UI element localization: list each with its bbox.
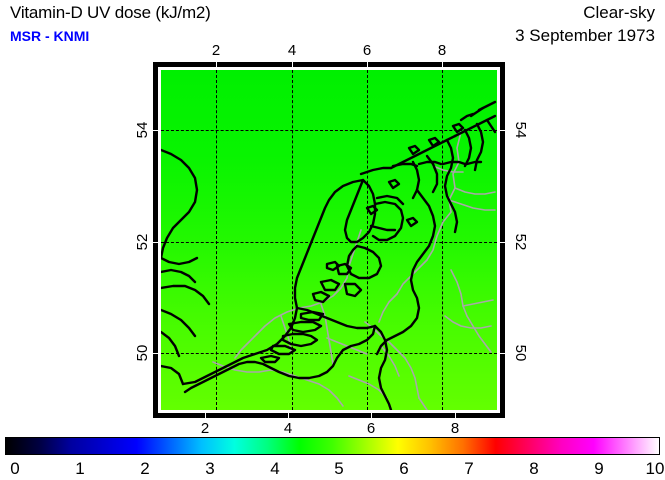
colorbar-tick-0: 0	[10, 459, 20, 478]
gridline-lon-8	[442, 70, 443, 410]
y-tick-label-left-52: 52	[133, 233, 151, 251]
tick-left-50	[153, 353, 161, 354]
colorbar-tick-7: 7	[464, 459, 474, 478]
gridline-lon-2	[216, 70, 217, 410]
page-title: Vitamin-D UV dose (kJ/m2)	[10, 3, 211, 22]
tick-right-54	[497, 130, 505, 131]
y-tick-label-right-54: 54	[511, 121, 529, 139]
tick-right-50	[497, 353, 505, 354]
gridline-lat-54	[161, 130, 497, 131]
x-tick-label-top-6: 6	[362, 42, 372, 59]
tick-bottom-6	[371, 410, 372, 418]
x-tick-label-top-2: 2	[211, 42, 221, 59]
tick-left-54	[153, 130, 161, 131]
colorbar-tick-6: 6	[399, 459, 409, 478]
gridline-lat-50	[161, 353, 497, 354]
gridline-lat-52	[161, 242, 497, 243]
x-tick-label-top-8: 8	[437, 42, 447, 59]
data-source-label: MSR - KNMI	[10, 28, 90, 44]
tick-right-52	[497, 242, 505, 243]
administrative-borders	[212, 131, 496, 410]
colorbar-tick-9: 9	[594, 459, 604, 478]
colorbar-tick-2: 2	[140, 459, 150, 478]
map-panel	[153, 62, 505, 418]
colorbar-tick-1: 1	[75, 459, 85, 478]
y-tick-label-left-50: 50	[133, 344, 151, 362]
map-plot-area	[161, 70, 497, 410]
date-label: 3 September 1973	[515, 26, 655, 45]
gridline-lon-4	[292, 70, 293, 410]
tick-top-6	[367, 62, 368, 70]
colorbar-tick-4: 4	[270, 459, 280, 478]
colorbar-tick-10: 10	[645, 459, 665, 478]
tick-bottom-2	[205, 410, 206, 418]
y-tick-label-right-52: 52	[511, 233, 529, 251]
x-tick-label-bottom-2: 2	[200, 420, 210, 437]
colorbar-gradient	[5, 437, 660, 455]
colorbar: 0 1 2 3 4 5 6 7 8 9 10	[5, 437, 664, 480]
tick-bottom-4	[288, 410, 289, 418]
x-tick-label-bottom-8: 8	[450, 420, 460, 437]
x-tick-label-bottom-4: 4	[283, 420, 293, 437]
colorbar-tick-8: 8	[529, 459, 539, 478]
condition-label: Clear-sky	[583, 3, 655, 22]
coastlines	[161, 100, 497, 410]
x-tick-label-bottom-6: 6	[366, 420, 376, 437]
gridline-lon-6	[367, 70, 368, 410]
tick-top-8	[442, 62, 443, 70]
colorbar-tick-3: 3	[205, 459, 215, 478]
coastline-overlay	[161, 100, 497, 410]
chart-header: Vitamin-D UV dose (kJ/m2) MSR - KNMI Cle…	[0, 0, 665, 52]
y-tick-label-right-50: 50	[511, 344, 529, 362]
colorbar-tick-5: 5	[334, 459, 344, 478]
tick-top-2	[216, 62, 217, 70]
tick-top-4	[292, 62, 293, 70]
tick-bottom-8	[455, 410, 456, 418]
y-tick-label-left-54: 54	[133, 121, 151, 139]
tick-left-52	[153, 242, 161, 243]
x-tick-label-top-4: 4	[287, 42, 297, 59]
